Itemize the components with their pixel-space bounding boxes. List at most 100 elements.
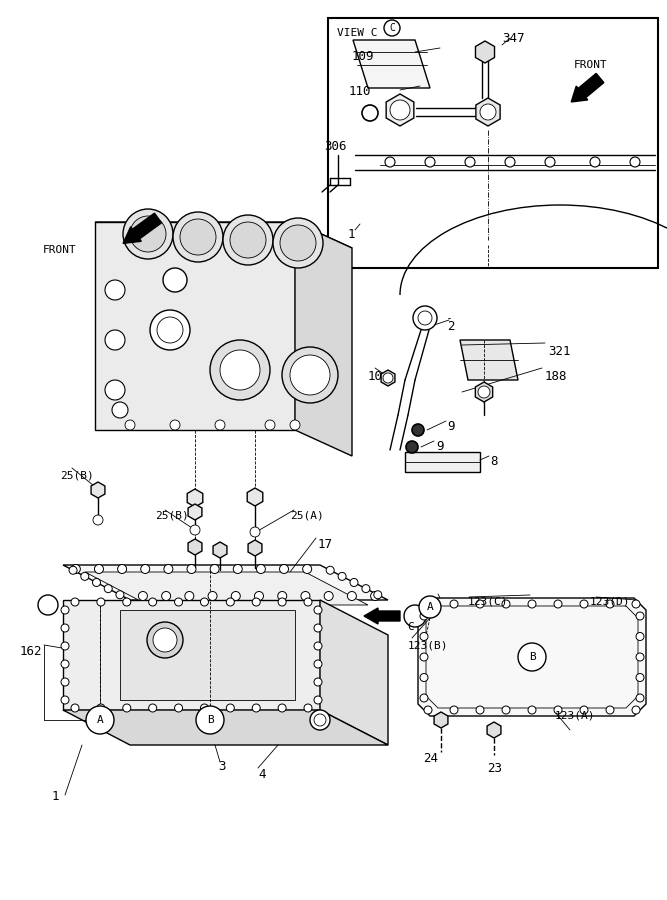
Circle shape (252, 598, 260, 606)
Circle shape (420, 633, 428, 641)
Circle shape (606, 600, 614, 608)
Polygon shape (247, 488, 263, 506)
Circle shape (117, 564, 127, 573)
Text: 109: 109 (352, 50, 374, 63)
Circle shape (326, 566, 334, 574)
FancyArrow shape (123, 213, 161, 243)
Circle shape (141, 564, 149, 573)
Circle shape (450, 706, 458, 714)
Circle shape (545, 157, 555, 167)
Circle shape (505, 157, 515, 167)
Circle shape (81, 572, 89, 580)
Circle shape (478, 386, 490, 398)
Circle shape (61, 624, 69, 632)
Circle shape (636, 673, 644, 681)
Circle shape (97, 598, 105, 606)
Circle shape (175, 704, 183, 712)
Polygon shape (187, 489, 203, 507)
Circle shape (303, 564, 311, 573)
Circle shape (180, 219, 216, 255)
Circle shape (362, 585, 370, 592)
Polygon shape (460, 340, 518, 380)
Circle shape (187, 564, 196, 573)
Circle shape (256, 564, 265, 573)
Circle shape (250, 527, 260, 537)
Circle shape (385, 157, 395, 167)
Text: 123(C): 123(C) (468, 597, 508, 607)
Circle shape (123, 598, 131, 606)
Circle shape (290, 420, 300, 430)
Polygon shape (295, 222, 352, 456)
Circle shape (420, 612, 428, 620)
Circle shape (413, 306, 437, 330)
Polygon shape (476, 382, 493, 402)
Circle shape (384, 20, 400, 36)
Circle shape (125, 420, 135, 430)
Circle shape (606, 706, 614, 714)
Circle shape (226, 704, 234, 712)
Circle shape (138, 591, 147, 600)
Text: 25(A): 25(A) (290, 510, 323, 520)
Text: 1: 1 (348, 228, 356, 241)
Circle shape (86, 706, 114, 734)
Text: B: B (207, 715, 213, 725)
Circle shape (404, 605, 426, 627)
Circle shape (69, 566, 77, 574)
Text: 3: 3 (218, 760, 225, 773)
Text: 123(A): 123(A) (555, 710, 596, 720)
Circle shape (252, 704, 260, 712)
Circle shape (104, 585, 112, 592)
Circle shape (518, 643, 546, 671)
Circle shape (278, 598, 286, 606)
Circle shape (314, 714, 326, 726)
Circle shape (480, 104, 496, 120)
Circle shape (502, 600, 510, 608)
Circle shape (419, 596, 441, 618)
Circle shape (105, 330, 125, 350)
Polygon shape (320, 600, 388, 745)
Circle shape (116, 590, 124, 598)
Text: C: C (407, 622, 414, 632)
Circle shape (406, 441, 418, 453)
Circle shape (476, 600, 484, 608)
Circle shape (230, 222, 266, 258)
Text: VIEW C: VIEW C (337, 28, 378, 38)
Circle shape (277, 591, 287, 600)
Polygon shape (213, 542, 227, 558)
FancyArrow shape (364, 608, 400, 624)
Circle shape (476, 706, 484, 714)
Polygon shape (188, 504, 202, 520)
Circle shape (164, 564, 173, 573)
Circle shape (636, 633, 644, 641)
Circle shape (420, 694, 428, 702)
Polygon shape (91, 482, 105, 498)
Circle shape (278, 704, 286, 712)
Polygon shape (476, 98, 500, 126)
Circle shape (190, 525, 200, 535)
Circle shape (590, 157, 600, 167)
Circle shape (420, 673, 428, 681)
Text: 8: 8 (490, 455, 498, 468)
Circle shape (112, 402, 128, 418)
Text: FRONT: FRONT (43, 245, 77, 255)
Text: 9: 9 (436, 440, 444, 453)
Circle shape (636, 612, 644, 620)
Circle shape (314, 606, 322, 614)
Circle shape (424, 600, 432, 608)
Polygon shape (85, 572, 368, 605)
Circle shape (290, 355, 330, 395)
Circle shape (273, 218, 323, 268)
Text: 24: 24 (423, 752, 438, 765)
Text: 4: 4 (258, 768, 265, 781)
Circle shape (450, 600, 458, 608)
Circle shape (93, 515, 103, 525)
Polygon shape (63, 565, 388, 600)
Circle shape (420, 653, 428, 661)
Circle shape (418, 311, 432, 325)
Polygon shape (434, 712, 448, 728)
Circle shape (71, 704, 79, 712)
Circle shape (105, 380, 125, 400)
Circle shape (97, 704, 105, 712)
Circle shape (150, 310, 190, 350)
Text: 306: 306 (324, 140, 346, 153)
